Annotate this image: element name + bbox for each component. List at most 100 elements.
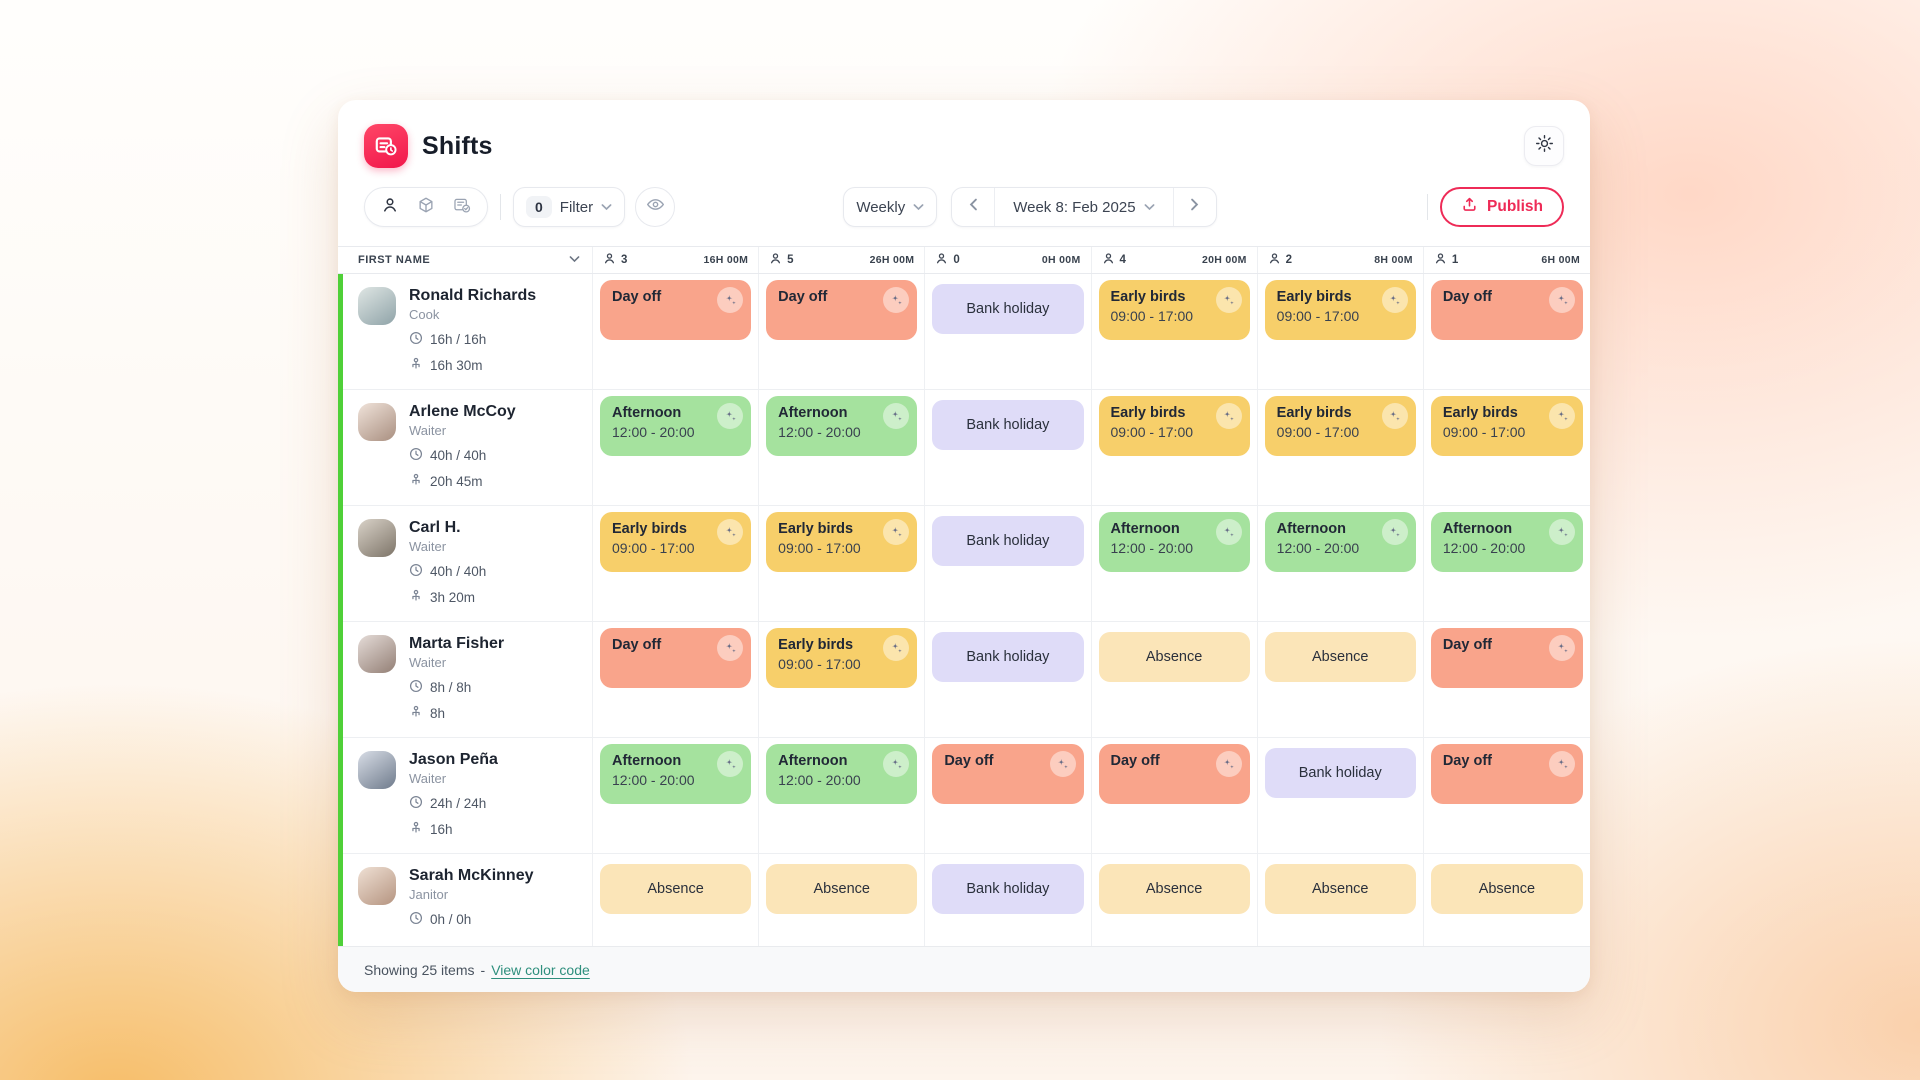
sparkle-icon[interactable] (1549, 635, 1575, 661)
shift-title: Early birds (1442, 405, 1518, 421)
first-name-column-header[interactable]: FIRST NAME (338, 247, 593, 273)
sparkle-icon[interactable] (1549, 519, 1575, 545)
shift-title: Afternoon (612, 405, 682, 421)
shift-title: Early birds (612, 521, 687, 537)
shift-chip-absence[interactable]: Absence (600, 864, 752, 914)
sparkle-icon[interactable] (1549, 403, 1575, 429)
shift-chip-bank-holiday[interactable]: Bank holiday (932, 632, 1084, 682)
shift-chip-early-birds[interactable]: Early birds 09:00 - 17:00 (1098, 280, 1250, 340)
shift-chip-absence[interactable]: Absence (1264, 864, 1416, 914)
employee-cell[interactable]: Marta Fisher Waiter 8h / 8h 8h (338, 622, 593, 737)
shift-chip-early-birds[interactable]: Early birds 09:00 - 17:00 (1264, 280, 1416, 340)
sparkle-icon[interactable] (883, 519, 910, 545)
page-title: Shifts (422, 131, 493, 160)
shift-chip-absence[interactable]: Absence (1098, 864, 1250, 914)
shift-chip-day-off[interactable]: Day off (932, 744, 1084, 804)
shift-chip-bank-holiday[interactable]: Bank holiday (932, 516, 1084, 566)
shift-chip-day-off[interactable]: Day off (766, 280, 918, 340)
shift-chip-absence[interactable]: Absence (1264, 632, 1416, 682)
sparkle-icon[interactable] (1381, 287, 1408, 313)
shift-chip-afternoon[interactable]: Afternoon 12:00 - 20:00 (766, 396, 918, 456)
shift-chip-bank-holiday[interactable]: Bank holiday (932, 284, 1084, 334)
week-navigator: Week 8: Feb 2025 (951, 187, 1217, 227)
shift-chip-early-birds[interactable]: Early birds 09:00 - 17:00 (766, 512, 918, 572)
shift-chip-afternoon[interactable]: Afternoon 12:00 - 20:00 (600, 744, 752, 804)
employee-cell[interactable]: Arlene McCoy Waiter 40h / 40h 20h 45m (338, 390, 593, 505)
day-cell: Early birds 09:00 - 17:00 (1424, 390, 1590, 505)
shift-title: Afternoon (1442, 521, 1513, 537)
sparkle-icon[interactable] (1549, 751, 1575, 777)
shift-chip-day-off[interactable]: Day off (600, 628, 752, 688)
sparkle-icon[interactable] (1381, 403, 1408, 429)
shift-chip-absence[interactable]: Absence (1098, 632, 1250, 682)
day-cell: Absence (1092, 854, 1258, 946)
shift-time: 12:00 - 20:00 (1110, 540, 1194, 556)
day-scheduled-count: 1 (1451, 254, 1459, 266)
sparkle-icon[interactable] (717, 519, 744, 545)
sparkle-icon[interactable] (883, 403, 910, 429)
sparkle-icon[interactable] (1215, 403, 1242, 429)
settings-button[interactable] (1524, 126, 1564, 166)
avatar (358, 635, 396, 673)
items-view-button[interactable] (409, 190, 443, 224)
day-cell: Early birds 09:00 - 17:00 (593, 506, 760, 621)
shift-chip-bank-holiday[interactable]: Bank holiday (932, 864, 1084, 914)
week-select[interactable]: Week 8: Feb 2025 (994, 188, 1174, 226)
employee-cell[interactable]: Ronald Richards Cook 16h / 16h 16h 30m (338, 274, 593, 389)
shift-title: Early birds (1276, 289, 1352, 305)
shift-chip-day-off[interactable]: Day off (1430, 744, 1583, 804)
gear-icon (1535, 134, 1554, 158)
shift-time: 12:00 - 20:00 (778, 772, 861, 788)
visibility-button[interactable] (635, 187, 676, 227)
shift-chip-day-off[interactable]: Day off (1430, 280, 1583, 340)
sparkle-icon[interactable] (1215, 519, 1242, 545)
publish-button[interactable]: Publish (1440, 187, 1564, 227)
shift-title: Bank holiday (966, 301, 1050, 317)
sparkle-icon[interactable] (717, 635, 744, 661)
employee-cell[interactable]: Carl H. Waiter 40h / 40h 3h 20m (338, 506, 593, 621)
people-view-button[interactable] (373, 190, 407, 224)
sparkle-icon[interactable] (883, 635, 910, 661)
shift-chip-afternoon[interactable]: Afternoon 12:00 - 20:00 (766, 744, 918, 804)
shift-chip-day-off[interactable]: Day off (1098, 744, 1250, 804)
shifts-view-button[interactable] (445, 190, 479, 224)
day-cell: Early birds 09:00 - 17:00 (759, 622, 926, 737)
shift-chip-afternoon[interactable]: Afternoon 12:00 - 20:00 (600, 396, 752, 456)
shift-chip-afternoon[interactable]: Afternoon 12:00 - 20:00 (1430, 512, 1583, 572)
day-cell: Bank holiday (925, 622, 1092, 737)
shift-chip-day-off[interactable]: Day off (600, 280, 752, 340)
view-color-code-link[interactable]: View color code (491, 961, 590, 978)
avatar (358, 867, 396, 905)
sparkle-icon[interactable] (883, 287, 910, 313)
sparkle-icon[interactable] (1049, 751, 1076, 777)
period-select[interactable]: Weekly (843, 187, 938, 227)
sparkle-icon[interactable] (1215, 751, 1242, 777)
shift-chip-afternoon[interactable]: Afternoon 12:00 - 20:00 (1098, 512, 1250, 572)
shift-chip-early-birds[interactable]: Early birds 09:00 - 17:00 (600, 512, 752, 572)
sparkle-icon[interactable] (717, 287, 744, 313)
shift-chip-absence[interactable]: Absence (1430, 864, 1583, 914)
shift-chip-early-birds[interactable]: Early birds 09:00 - 17:00 (1430, 396, 1583, 456)
sparkle-icon[interactable] (717, 751, 744, 777)
sparkle-icon[interactable] (717, 403, 744, 429)
shift-chip-early-birds[interactable]: Early birds 09:00 - 17:00 (1098, 396, 1250, 456)
shift-chip-day-off[interactable]: Day off (1430, 628, 1583, 688)
shift-title: Early birds (778, 521, 854, 537)
sparkle-icon[interactable] (1549, 287, 1575, 313)
shift-chip-absence[interactable]: Absence (766, 864, 918, 914)
employee-cell[interactable]: Sarah McKinney Janitor 0h / 0h (338, 854, 593, 946)
shift-chip-bank-holiday[interactable]: Bank holiday (932, 400, 1084, 450)
shift-chip-early-birds[interactable]: Early birds 09:00 - 17:00 (1264, 396, 1416, 456)
shift-chip-bank-holiday[interactable]: Bank holiday (1264, 748, 1416, 798)
shift-chip-early-birds[interactable]: Early birds 09:00 - 17:00 (766, 628, 918, 688)
sparkle-icon[interactable] (1215, 287, 1242, 313)
day-cell: Bank holiday (925, 390, 1092, 505)
filter-button[interactable]: 0 Filter (513, 187, 626, 227)
shift-chip-afternoon[interactable]: Afternoon 12:00 - 20:00 (1264, 512, 1416, 572)
sparkle-icon[interactable] (1381, 519, 1408, 545)
sparkle-icon[interactable] (883, 751, 910, 777)
employee-cell[interactable]: Jason Peña Waiter 24h / 24h 16h (338, 738, 593, 853)
day-cell: Afternoon 12:00 - 20:00 (593, 738, 760, 853)
previous-week-button[interactable] (952, 188, 994, 226)
next-week-button[interactable] (1174, 188, 1216, 226)
